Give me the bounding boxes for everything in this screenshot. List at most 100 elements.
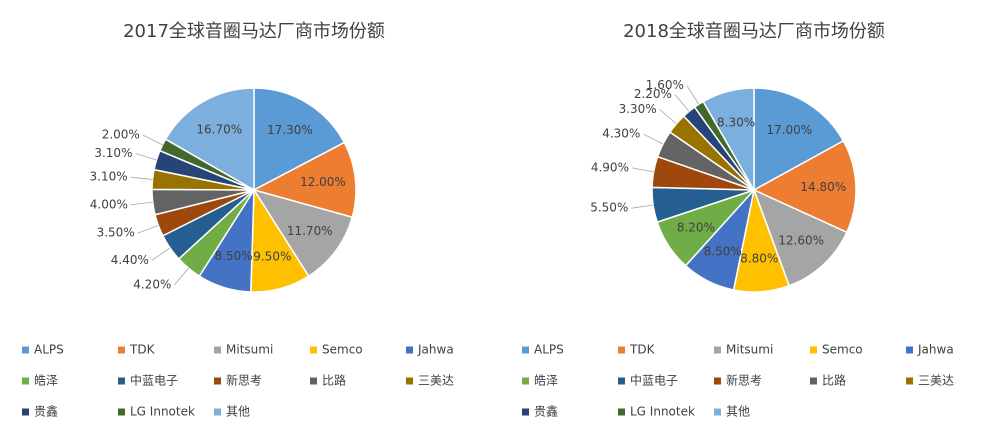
data-label: 17.30% [267, 123, 313, 137]
leader-line [659, 109, 677, 125]
leader-line [631, 167, 654, 173]
legend-swatch [406, 377, 413, 385]
legend-swatch [118, 377, 125, 385]
legend-swatch [214, 377, 221, 385]
data-label: 4.00% [90, 197, 128, 211]
legend-swatch [906, 377, 913, 385]
legend-swatch [214, 346, 221, 354]
data-label: 14.80% [800, 180, 846, 194]
legend-label: LG Innotek [630, 405, 695, 419]
legend-swatch [906, 346, 913, 354]
legend-swatch [310, 346, 317, 354]
data-label: 8.50% [704, 244, 742, 258]
data-label: 3.50% [97, 226, 135, 240]
legend-swatch [522, 346, 529, 354]
legend-swatch [618, 408, 625, 416]
data-label: 12.60% [778, 233, 824, 247]
legend-label: 中蓝电子 [630, 373, 678, 388]
legend-swatch [618, 346, 625, 354]
legend-label: Jahwa [417, 343, 454, 357]
data-label: 17.00% [766, 123, 812, 137]
legend-label: 中蓝电子 [130, 373, 178, 388]
leader-line [135, 153, 157, 161]
legend-label: Mitsumi [226, 343, 273, 357]
legend-swatch [810, 346, 817, 354]
legend-swatch [522, 377, 529, 385]
legend-label: Semco [822, 343, 863, 357]
legend-label: 其他 [226, 405, 250, 419]
data-label: 8.20% [677, 220, 715, 234]
pie-slice [253, 87, 346, 192]
pie-slice [752, 139, 857, 234]
legend-swatch [810, 377, 817, 385]
data-label: 8.50% [215, 249, 253, 263]
legend-label: 新思考 [726, 373, 762, 388]
legend-label: 皓泽 [34, 374, 58, 388]
data-label: 1.60% [646, 78, 684, 92]
pie-slice [251, 141, 357, 219]
data-label: 12.00% [300, 175, 346, 189]
legend-label: 贵鑫 [534, 404, 558, 419]
data-label: 4.20% [133, 278, 171, 292]
legend-label: ALPS [534, 343, 564, 357]
data-label: 4.40% [111, 253, 149, 267]
legend-swatch [714, 408, 721, 416]
legend-label: TDK [629, 343, 656, 357]
legend-label: 新思考 [226, 373, 262, 388]
leader-line [130, 176, 153, 180]
legend-swatch [714, 346, 721, 354]
legend-label: 皓泽 [534, 374, 558, 388]
leader-line [631, 204, 654, 209]
data-label: 4.90% [591, 160, 629, 174]
data-label: 16.70% [196, 122, 242, 136]
pie-slice [753, 87, 845, 192]
pie-slice [752, 188, 848, 287]
pie-slice [252, 188, 354, 278]
legend-label: Mitsumi [726, 343, 773, 357]
legend-label: TDK [129, 343, 156, 357]
data-label: 4.30% [602, 127, 640, 141]
legend-swatch [118, 346, 125, 354]
legend-swatch [714, 377, 721, 385]
data-label: 8.30% [717, 115, 755, 129]
legend-swatch [406, 346, 413, 354]
chart-title: 2018全球音圈马达厂商市场份额 [623, 21, 885, 42]
data-label: 2.20% [634, 87, 672, 101]
legend-swatch [118, 408, 125, 416]
data-label: 5.50% [590, 201, 628, 215]
leader-line [674, 94, 690, 112]
legend-swatch [22, 408, 29, 416]
legend-label: Semco [322, 343, 363, 357]
leader-line [137, 225, 159, 234]
legend-swatch [22, 346, 29, 354]
legend-label: 三美达 [918, 374, 954, 388]
legend-label: 比路 [322, 373, 346, 388]
leader-line [142, 134, 163, 146]
legend-label: 三美达 [418, 374, 454, 388]
chart-title: 2017全球音圈马达厂商市场份额 [123, 21, 385, 42]
data-label: 11.70% [287, 224, 333, 238]
legend-swatch [22, 377, 29, 385]
data-label: 2.00% [102, 128, 140, 142]
legend-swatch [618, 377, 625, 385]
leader-line [686, 85, 700, 105]
legend-label: 比路 [822, 373, 846, 388]
pie-slice [164, 87, 255, 192]
legend-label: ALPS [34, 343, 64, 357]
data-label: 8.80% [740, 252, 778, 266]
leader-line [643, 133, 664, 145]
leader-line [151, 247, 171, 261]
legend-label: 其他 [726, 405, 750, 419]
data-label: 3.10% [90, 170, 128, 184]
legend-label: 贵鑫 [34, 404, 58, 419]
legend-label: LG Innotek [130, 405, 195, 419]
data-label: 3.10% [94, 146, 132, 160]
legend-swatch [214, 408, 221, 416]
leader-line [130, 201, 153, 206]
data-label: 3.30% [619, 102, 657, 116]
pie-slice [702, 87, 755, 193]
legend-label: Jahwa [917, 343, 954, 357]
data-label: 9.50% [253, 249, 291, 263]
legend-swatch [522, 408, 529, 416]
